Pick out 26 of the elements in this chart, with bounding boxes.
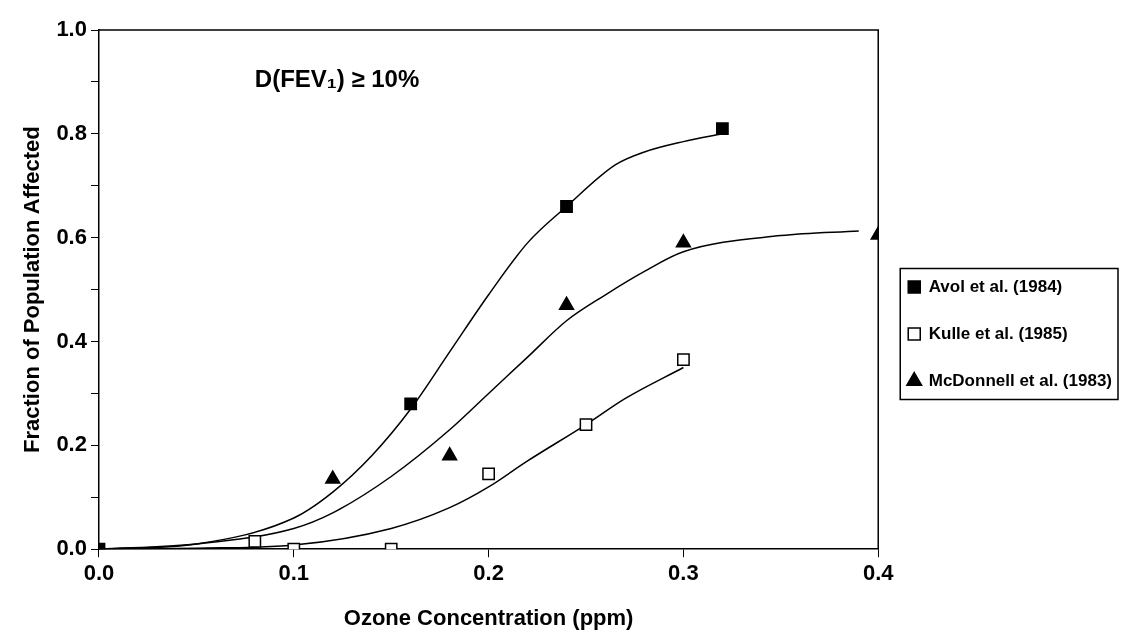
point — [441, 446, 458, 461]
legend-label: Kulle et al. (1985) — [928, 323, 1068, 343]
y-tick-label: 0.0 — [56, 535, 87, 561]
point — [404, 397, 418, 411]
point — [675, 234, 692, 248]
y-tick-label: 0.2 — [56, 431, 87, 457]
y-axis-title: Fraction of Population Affected — [19, 126, 45, 453]
point — [715, 122, 729, 136]
point — [677, 353, 690, 367]
annotation: D(FEV₁) ≥ 10% — [254, 64, 420, 92]
point — [560, 200, 573, 213]
x-tick-label: 0.3 — [668, 560, 699, 586]
x-tick-label: 0.0 — [83, 560, 115, 586]
x-axis-title: Ozone Concentration (ppm) — [343, 604, 634, 630]
legend-label: Avol et al. (1984) — [928, 276, 1063, 296]
point — [558, 296, 575, 310]
y-tick-label: 0.4 — [56, 327, 88, 353]
y-tick-label: 0.8 — [56, 119, 87, 145]
x-tick-label: 0.4 — [862, 560, 895, 586]
point — [579, 418, 593, 431]
x-tick-label: 0.2 — [473, 560, 504, 586]
y-tick-label: 0.6 — [56, 223, 87, 249]
x-tick-label: 0.1 — [278, 560, 310, 586]
y-tick-label: 1.0 — [56, 16, 87, 42]
point — [325, 470, 341, 484]
legend-label: McDonnell et al. (1983) — [928, 370, 1113, 390]
